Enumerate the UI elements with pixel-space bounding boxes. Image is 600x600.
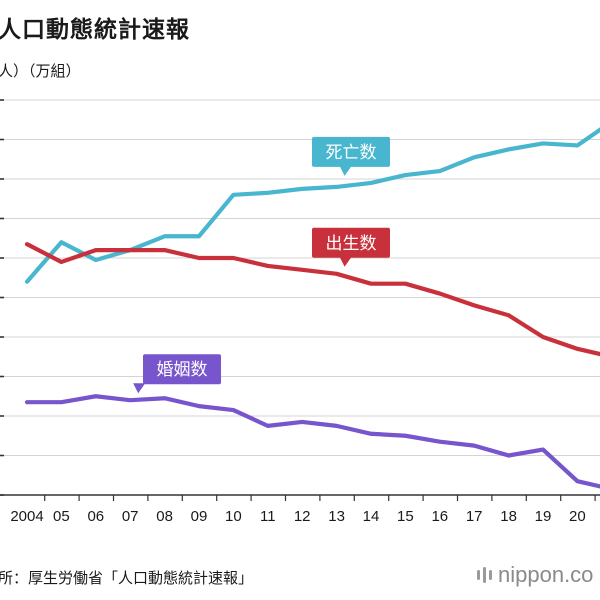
x-tick-label: 15 [397, 508, 414, 525]
x-tick-label: 06 [87, 508, 104, 525]
series-line-出生数 [24, 242, 600, 357]
series-layer [24, 127, 600, 489]
x-tick-label: 20 [569, 508, 586, 525]
x-axis-tick-labels: 20040506070809101112131415161718192021 [10, 508, 586, 525]
x-tick-label: 14 [363, 508, 380, 525]
series-label-text: 死亡数 [326, 143, 377, 163]
x-tick-label: 18 [500, 508, 517, 525]
series-label-box [312, 136, 390, 167]
x-tick-label: 2004 [10, 508, 43, 525]
x-tick-label: 16 [431, 508, 448, 525]
x-tick-label: 09 [191, 508, 208, 525]
series-label-box [143, 354, 221, 385]
x-tick-label: 19 [535, 508, 552, 525]
series-label-婚姻数: 婚姻数 [133, 354, 221, 394]
brand-logo: nippon.co [476, 562, 593, 588]
x-tick-label: 07 [122, 508, 139, 525]
source-note: 所：厚生労働省「人口動態統計速報」 [0, 569, 254, 587]
x-tick-label: 11 [260, 508, 276, 525]
series-label-pointer [133, 383, 146, 394]
series-label-pointer [339, 256, 352, 267]
series-line-婚姻数 [24, 394, 600, 489]
series-label-出生数: 出生数 [312, 227, 390, 267]
series-label-死亡数: 死亡数 [312, 136, 390, 176]
y-axis-unit-label: 人）（万組） [0, 62, 81, 80]
series-label-text: 婚姻数 [157, 360, 208, 380]
series-label-pointer [339, 165, 352, 176]
x-tick-label: 12 [294, 508, 311, 525]
grid-layer [0, 99, 600, 501]
brand-name: nippon.co [498, 562, 594, 587]
x-tick-label: 08 [156, 508, 173, 525]
series-label-text: 出生数 [326, 234, 377, 254]
x-tick-label: 05 [53, 508, 70, 525]
chart-title: 人口動態統計速報 [0, 17, 190, 43]
x-tick-label: 10 [225, 508, 242, 525]
x-tick-label: 17 [466, 508, 483, 525]
brand-mark-icon [477, 567, 492, 583]
x-tick-label: 13 [328, 508, 345, 525]
series-label-box [312, 227, 390, 258]
